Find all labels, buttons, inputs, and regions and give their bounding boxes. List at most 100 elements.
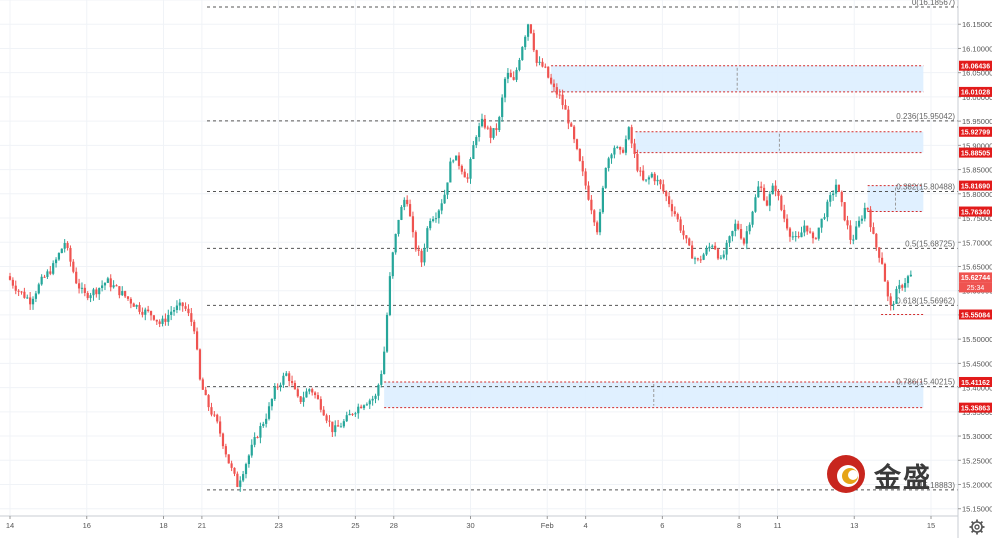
candle-body <box>46 271 49 277</box>
candle-body <box>121 291 124 296</box>
candle-body <box>714 245 717 250</box>
candle-body <box>362 405 366 409</box>
candle-body <box>227 454 230 464</box>
y-tick-label-2: 16.10000 <box>962 44 992 53</box>
candle-body <box>354 413 357 415</box>
candle-body <box>221 433 225 447</box>
x-tick-label-2: 18 <box>159 521 167 530</box>
candle-body <box>308 389 311 392</box>
candle-body <box>431 219 435 221</box>
candle-body <box>616 146 619 148</box>
x-tick-label-8: Feb <box>541 521 554 530</box>
candle-body <box>138 304 141 312</box>
candle-body <box>570 123 573 127</box>
fib-label-5: 0.786(15.40215) <box>896 378 955 387</box>
candle-body <box>558 94 561 96</box>
candle-body <box>305 391 308 398</box>
candle-body <box>803 225 806 233</box>
candle-body <box>43 276 46 278</box>
candle-body <box>751 211 754 225</box>
settings-gear-icon[interactable] <box>968 518 986 536</box>
candle-body <box>288 373 291 382</box>
y-tick-label-5: 15.95000 <box>962 117 992 126</box>
candle-body <box>17 290 20 292</box>
candle-body <box>688 238 691 246</box>
fib-label-0: 0(16.18567) <box>912 0 955 7</box>
candle-body <box>886 281 889 297</box>
candle-body <box>475 137 478 146</box>
candle-body <box>503 78 507 98</box>
candle-body <box>541 61 544 67</box>
candle-body <box>903 283 907 288</box>
candle-body <box>800 232 803 238</box>
candle-body <box>722 254 725 258</box>
candle-body <box>411 216 415 233</box>
candle-body <box>768 194 771 206</box>
candle-body <box>593 210 596 223</box>
candle-body <box>785 218 789 229</box>
candle-body <box>662 184 665 192</box>
y-tick-label-8: 15.80000 <box>962 190 992 199</box>
candle-body <box>492 128 495 138</box>
y-tick-label-6: 15.90000 <box>962 141 992 150</box>
candle-body <box>610 154 613 159</box>
grid <box>0 0 958 516</box>
candle-body <box>621 149 625 153</box>
candle-body <box>8 276 12 280</box>
candle-body <box>152 315 156 320</box>
candle-body <box>791 236 794 238</box>
candle-body <box>417 249 420 251</box>
candle-body <box>216 414 219 422</box>
candle-body <box>256 437 259 439</box>
x-tick-label-12: 11 <box>774 521 782 530</box>
candle-body <box>705 248 708 255</box>
candle-body <box>852 239 855 241</box>
price-tag-label-3: 15.88505 <box>961 150 990 157</box>
candle-body <box>265 418 268 424</box>
candle-body <box>86 292 89 299</box>
candle-body <box>11 279 14 286</box>
candle-body <box>20 291 23 293</box>
candle-body <box>679 219 682 231</box>
candle-body <box>293 382 297 390</box>
candle-body <box>37 284 40 294</box>
candle-body <box>737 223 740 230</box>
x-tick-label-13: 13 <box>850 521 858 530</box>
candle-body <box>72 261 75 272</box>
candle-body <box>483 118 486 128</box>
candle-body <box>80 287 84 289</box>
candle-body <box>380 373 383 385</box>
candle-body <box>397 219 400 234</box>
candle-body <box>573 126 576 140</box>
candle-body <box>198 349 202 380</box>
candle-body <box>696 258 699 260</box>
candle-body <box>103 282 107 286</box>
candle-body <box>201 379 204 390</box>
candle-body <box>66 243 69 248</box>
candle-body <box>630 127 633 144</box>
candle-body <box>345 415 348 422</box>
candle-body <box>446 182 449 195</box>
candle-body <box>644 179 648 181</box>
candle-body <box>561 94 564 106</box>
candle-body <box>739 229 743 239</box>
candle-body <box>167 314 170 322</box>
candle-body <box>434 218 438 220</box>
candle-body <box>748 224 751 232</box>
candle-body <box>762 187 766 201</box>
candle-body <box>204 389 207 396</box>
candle-body <box>282 375 285 385</box>
candle-body <box>509 72 512 78</box>
candle-body <box>636 153 639 171</box>
candle-body <box>587 185 590 200</box>
candle-body <box>895 288 898 304</box>
price-tag-bg-1 <box>959 86 992 97</box>
candle-body <box>866 207 869 210</box>
candle-body <box>40 276 43 285</box>
candle-body <box>101 285 104 288</box>
candle-body <box>334 425 337 433</box>
candle-body <box>400 206 403 220</box>
candle-body <box>236 473 239 487</box>
candle-body <box>158 321 161 324</box>
x-tick-label-9: 4 <box>584 521 588 530</box>
